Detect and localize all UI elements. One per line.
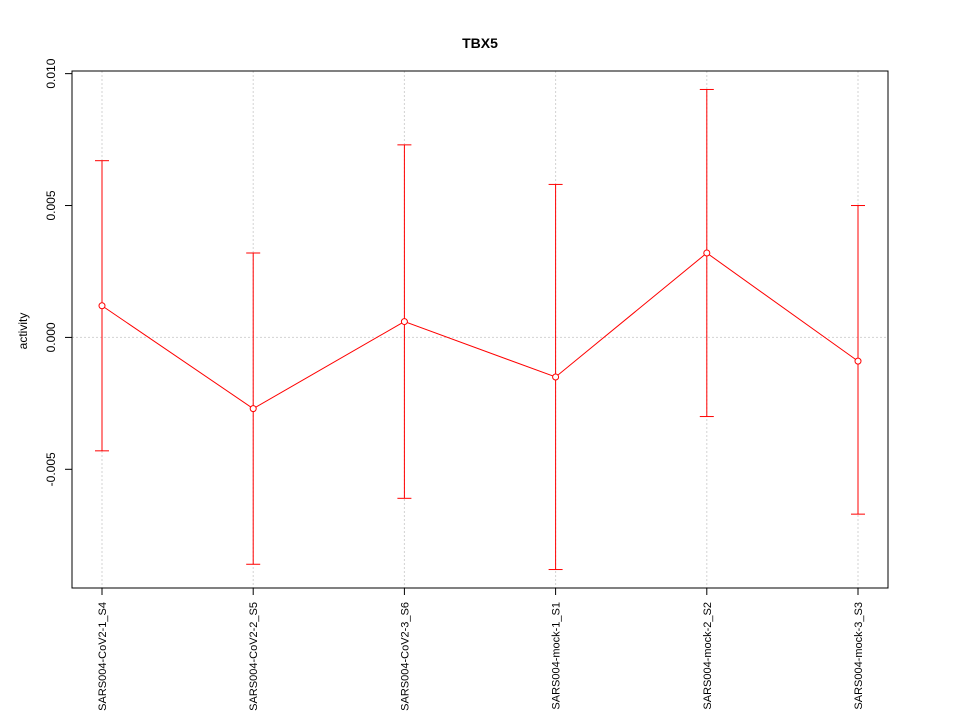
plot-frame bbox=[71, 70, 889, 589]
x-tick-label: SARS004-CoV2-1_S4 bbox=[97, 602, 109, 711]
y-axis-label: activity bbox=[16, 313, 30, 350]
data-point bbox=[703, 249, 711, 257]
chart-title: TBX5 bbox=[462, 35, 498, 51]
x-tick-label: SARS004-mock-2_S2 bbox=[702, 602, 714, 710]
series-line bbox=[101, 252, 859, 410]
data-point bbox=[552, 373, 560, 381]
y-axis: -0.005 0.000 0.005 0.010 bbox=[44, 58, 73, 486]
x-tick-label: SARS004-mock-1_S1 bbox=[551, 602, 563, 710]
y-tick-label: 0.010 bbox=[44, 58, 58, 88]
x-tick-label: SARS004-CoV2-3_S6 bbox=[399, 602, 411, 711]
series-polyline bbox=[101, 252, 859, 410]
data-point bbox=[400, 318, 408, 326]
y-tick-label: 0.000 bbox=[44, 322, 58, 352]
data-point bbox=[98, 302, 106, 310]
x-axis: SARS004-CoV2-1_S4 SARS004-CoV2-2_S5 SARS00… bbox=[97, 587, 865, 711]
x-tick-label: SARS004-CoV2-2_S5 bbox=[248, 602, 260, 711]
error-bars bbox=[95, 88, 865, 571]
data-points bbox=[98, 249, 862, 413]
data-point bbox=[249, 405, 257, 413]
grid bbox=[101, 71, 859, 588]
y-tick-label: 0.005 bbox=[44, 190, 58, 220]
data-point bbox=[854, 357, 862, 365]
x-tick-label: SARS004-mock-3_S3 bbox=[853, 602, 865, 710]
y-tick-label: -0.005 bbox=[44, 452, 58, 486]
